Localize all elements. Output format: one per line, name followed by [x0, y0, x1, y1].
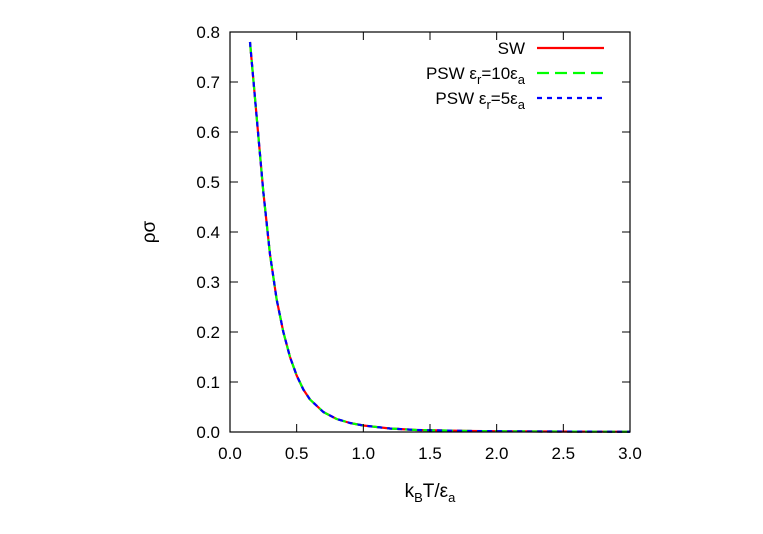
x-axis-label: kBT/εa [405, 481, 457, 505]
plot-frame [229, 31, 631, 433]
x-tick-label: 3.0 [618, 444, 642, 463]
y-tick-label: 0.2 [196, 323, 220, 342]
y-tick-label: 0.1 [196, 373, 220, 392]
x-tick-label: 0.0 [218, 444, 242, 463]
x-tick-labels: 0.0 0.5 1.0 1.5 2.0 2.5 3.0 [218, 444, 642, 463]
legend-label-psw-10: PSW εr=10εa [426, 64, 526, 87]
legend: SW PSW εr=10εa PSW εr=5εa [426, 39, 604, 112]
y-tick-label: 0.7 [196, 73, 220, 92]
y-axis-label: ρσ [139, 220, 160, 243]
series-line-1 [248, 41, 631, 433]
x-tick-label: 2.0 [485, 444, 509, 463]
y-tick-label: 0.0 [196, 423, 220, 442]
legend-label-psw-5: PSW εr=5εa [435, 89, 525, 112]
y-tick-label: 0.4 [196, 223, 220, 242]
legend-label-sw: SW [498, 39, 525, 58]
y-tick-label: 0.8 [196, 23, 220, 42]
y-tick-label: 0.5 [196, 173, 220, 192]
x-tick-label: 1.0 [352, 444, 376, 463]
x-tick-label: 1.5 [418, 444, 442, 463]
y-tick-labels: 0.0 0.1 0.2 0.3 0.4 0.5 0.6 0.7 0.8 [196, 23, 220, 442]
y-tick-label: 0.3 [196, 273, 220, 292]
x-tick-label: 0.5 [285, 444, 309, 463]
y-tick-label: 0.6 [196, 123, 220, 142]
x-tick-label: 2.5 [552, 444, 576, 463]
axis-ticks [229, 31, 631, 433]
